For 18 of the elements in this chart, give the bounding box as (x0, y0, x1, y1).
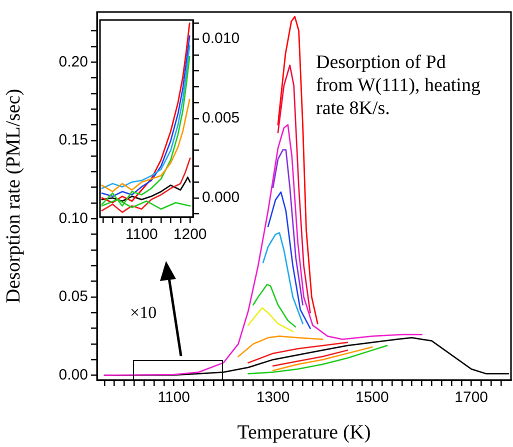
y-tick-label: 0.05 (58, 288, 88, 306)
x-tick-label: 1700 (454, 389, 488, 406)
x-tick-label: 1100 (158, 389, 190, 406)
y-tick-label: 0.00 (58, 366, 88, 384)
annotation: Desorption of Pd from W(111), heating rate 8K/s. (316, 52, 482, 120)
y-tick-label: 0.005 (202, 110, 240, 127)
x-tick-label: 1200 (173, 226, 207, 244)
annotation: ×10 (130, 303, 158, 324)
x-axis-title: Temperature (K) (237, 421, 371, 444)
x-tick-label: 1300 (256, 389, 290, 406)
y-tick-label: 0.20 (58, 53, 88, 70)
x-tick-label: 1100 (126, 226, 158, 244)
y-axis-title: Desorption rate (PML/sec) (2, 88, 24, 304)
y-tick-label: 0.15 (58, 132, 88, 149)
y-tick-label: 0.010 (202, 30, 240, 48)
y-tick-label: 0.10 (58, 210, 88, 227)
y-tick-label: 0.000 (202, 189, 240, 206)
x-tick-label: 1500 (355, 389, 389, 406)
